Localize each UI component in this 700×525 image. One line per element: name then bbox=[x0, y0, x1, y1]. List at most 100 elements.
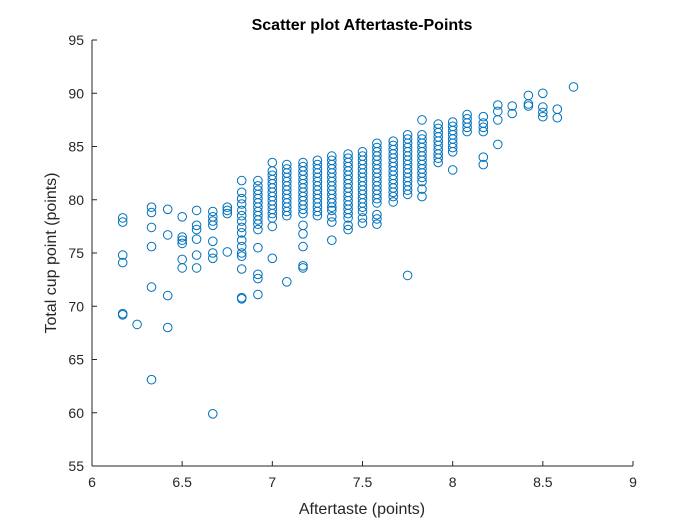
data-point bbox=[298, 220, 308, 231]
data-point bbox=[267, 221, 278, 232]
data-point bbox=[236, 251, 247, 262]
data-point bbox=[267, 208, 278, 219]
data-point bbox=[523, 101, 534, 111]
data-point bbox=[236, 187, 247, 198]
data-point bbox=[417, 172, 427, 183]
data-point bbox=[402, 189, 413, 200]
data-point bbox=[162, 322, 173, 333]
data-point bbox=[177, 235, 187, 245]
data-point bbox=[312, 206, 323, 217]
data-point bbox=[236, 228, 247, 238]
data-point bbox=[146, 202, 157, 212]
data-point bbox=[253, 242, 263, 253]
data-point bbox=[177, 263, 187, 273]
data-point bbox=[388, 197, 399, 207]
x-tick-label: 8 bbox=[449, 474, 457, 490]
x-tick-label: 7 bbox=[268, 474, 276, 490]
x-tick-label: 6 bbox=[88, 474, 96, 490]
data-point bbox=[177, 238, 187, 249]
y-tick-label: 75 bbox=[68, 245, 84, 261]
data-point bbox=[222, 247, 233, 257]
data-point bbox=[343, 208, 353, 219]
data-point bbox=[388, 187, 399, 198]
x-tick-label: 8.5 bbox=[533, 474, 553, 490]
data-point bbox=[478, 159, 489, 170]
y-tick-label: 65 bbox=[68, 352, 84, 368]
data-point bbox=[236, 222, 247, 233]
data-point bbox=[146, 241, 157, 252]
data-point bbox=[327, 235, 337, 245]
data-point bbox=[312, 210, 323, 221]
data-point bbox=[282, 210, 292, 221]
data-point bbox=[208, 220, 218, 231]
data-point bbox=[343, 224, 353, 235]
data-point bbox=[162, 290, 173, 301]
data-point bbox=[117, 213, 128, 223]
data-point bbox=[417, 115, 427, 125]
data-point bbox=[447, 147, 458, 157]
data-point bbox=[162, 204, 173, 215]
data-point bbox=[191, 250, 202, 260]
data-point bbox=[433, 153, 444, 163]
data-point bbox=[298, 241, 308, 252]
data-point bbox=[222, 202, 233, 212]
data-point bbox=[236, 205, 247, 216]
data-point bbox=[146, 222, 157, 233]
data-point bbox=[191, 224, 202, 235]
data-point bbox=[298, 263, 308, 273]
data-point bbox=[298, 261, 308, 271]
data-point bbox=[267, 253, 278, 264]
data-point bbox=[132, 319, 142, 330]
data-point bbox=[402, 185, 413, 195]
data-point bbox=[357, 206, 368, 217]
data-point bbox=[236, 216, 247, 226]
data-point bbox=[208, 248, 218, 258]
data-point bbox=[447, 165, 458, 175]
data-point bbox=[253, 269, 263, 280]
data-point bbox=[117, 257, 128, 268]
data-point bbox=[462, 126, 472, 137]
data-point bbox=[538, 107, 548, 118]
data-point bbox=[177, 212, 187, 222]
data-point bbox=[462, 122, 472, 133]
data-point bbox=[447, 142, 458, 153]
data-point bbox=[208, 206, 218, 217]
data-point bbox=[372, 198, 382, 208]
data-point bbox=[327, 202, 337, 212]
data-point bbox=[343, 213, 353, 223]
x-tick-label: 6.5 bbox=[172, 474, 192, 490]
data-point bbox=[208, 409, 218, 419]
data-point bbox=[493, 100, 503, 110]
data-point bbox=[267, 157, 278, 168]
data-point bbox=[117, 250, 128, 260]
data-point bbox=[236, 235, 247, 245]
data-point bbox=[282, 206, 292, 217]
data-point bbox=[417, 191, 427, 202]
data-point bbox=[282, 277, 292, 287]
data-point bbox=[236, 264, 247, 274]
data-point bbox=[372, 219, 382, 229]
y-tick-label: 70 bbox=[68, 298, 84, 314]
data-point bbox=[493, 106, 503, 117]
y-axis-label: Total cup point (points) bbox=[43, 173, 60, 334]
data-point bbox=[208, 216, 218, 226]
data-point bbox=[236, 248, 247, 258]
data-point bbox=[191, 263, 202, 273]
data-point bbox=[327, 198, 337, 208]
data-point bbox=[568, 82, 579, 92]
data-point bbox=[357, 202, 368, 212]
plot-area bbox=[117, 82, 579, 419]
data-point bbox=[117, 310, 128, 320]
data-point bbox=[236, 175, 247, 186]
y-tick-label: 95 bbox=[68, 32, 84, 48]
data-point bbox=[327, 205, 337, 216]
data-point bbox=[146, 374, 157, 385]
data-point bbox=[253, 175, 263, 186]
data-point bbox=[236, 241, 247, 252]
y-tick-label: 55 bbox=[68, 458, 84, 474]
data-point bbox=[478, 122, 489, 133]
data-point bbox=[538, 111, 548, 122]
data-point bbox=[388, 191, 399, 202]
data-point bbox=[417, 184, 427, 194]
x-axis-label: Aftertaste (points) bbox=[299, 501, 425, 518]
